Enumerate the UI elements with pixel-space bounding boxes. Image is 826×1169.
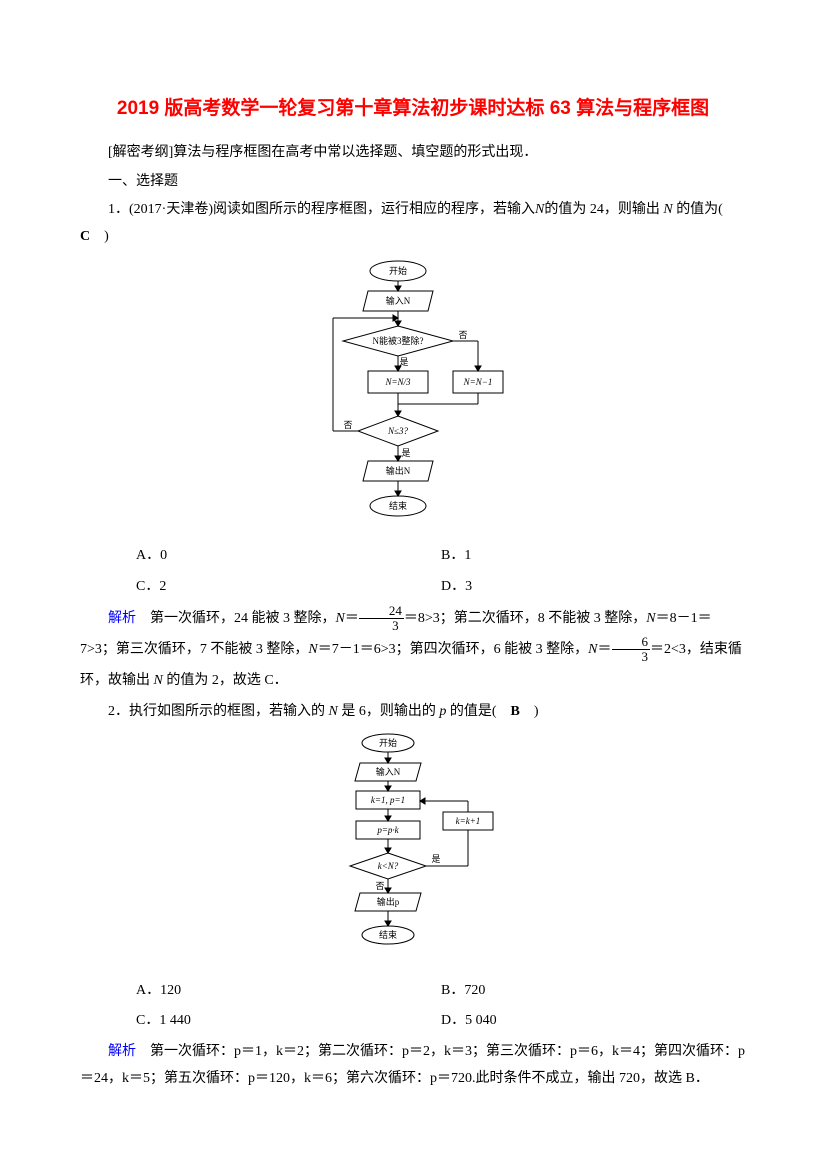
- svg-text:N≤3?: N≤3?: [387, 426, 408, 436]
- svg-text:否: 否: [458, 330, 467, 340]
- q1-options-row2: C．2 D．3: [80, 574, 746, 601]
- svg-text:N能被3整除?: N能被3整除?: [373, 335, 424, 346]
- q1-a4: ＝7－1＝6>3；第四次循环，6 能被 3 整除，: [318, 642, 588, 657]
- q2-analysis-text: 第一次循环：p＝1，k＝2；第二次循环：p＝2，k＝3；第三次循环：p＝6，k＝…: [80, 1044, 745, 1086]
- q1-stem-3: 的值为(: [676, 202, 737, 217]
- q2-stem-4: ): [520, 704, 539, 719]
- q2-analysis: 解析 第一次循环：p＝1，k＝2；第二次循环：p＝2，k＝3；第三次循环：p＝6…: [80, 1039, 746, 1092]
- analysis-label: 解析: [108, 611, 136, 626]
- svg-text:否: 否: [343, 420, 352, 430]
- svg-text:输入N: 输入N: [376, 766, 401, 777]
- svg-text:输出p: 输出p: [377, 896, 400, 907]
- svg-text:k<N?: k<N?: [378, 861, 399, 871]
- q1-stem-2: 的值为 24，则输出: [544, 202, 660, 217]
- var-N: N: [663, 202, 672, 217]
- q2-stem: 2．执行如图所示的框图，若输入的 N 是 6，则输出的 p 的值是( B ): [80, 699, 746, 726]
- doc-title: 2019 版高考数学一轮复习第十章算法初步课时达标 63 算法与程序框图: [80, 90, 746, 128]
- q2-flowchart: 开始 输入N k=1, p=1 p=p·k k<N? k=k+1 是 否 输出p…: [80, 731, 746, 972]
- svg-text:开始: 开始: [389, 265, 407, 276]
- svg-text:是: 是: [399, 357, 408, 367]
- frac-24-3: 243: [359, 604, 404, 634]
- svg-text:k=1, p=1: k=1, p=1: [371, 795, 405, 805]
- q1-analysis: 解析 第一次循环，24 能被 3 整除，N＝243＝8>3；第二次循环，8 不能…: [80, 604, 746, 696]
- var-N: N: [535, 202, 544, 217]
- svg-text:输入N: 输入N: [386, 295, 411, 306]
- flowchart-svg-2: 开始 输入N k=1, p=1 p=p·k k<N? k=k+1 是 否 输出p…: [308, 731, 518, 961]
- svg-text:结束: 结束: [379, 929, 397, 940]
- svg-text:结束: 结束: [389, 500, 407, 511]
- analysis-label: 解析: [108, 1044, 136, 1059]
- svg-text:否: 否: [375, 881, 384, 891]
- q1-opt-d: D．3: [441, 574, 746, 601]
- flowchart-svg: 开始 输入N N能被3整除? 是 否 N=N/3 N=N−1 N≤3? 否 是 …: [308, 256, 518, 526]
- svg-text:N=N−1: N=N−1: [463, 377, 493, 387]
- svg-text:是: 是: [431, 854, 440, 864]
- q1-a2: ＝8>3；第二次循环，8 不能被 3 整除，: [404, 611, 646, 626]
- q1-stem: 1．(2017·天津卷)阅读如图所示的程序框图，运行相应的程序，若输入N的值为 …: [80, 197, 746, 250]
- q2-opt-a: A．120: [80, 978, 441, 1005]
- intro-text: [解密考纲]算法与程序框图在高考中常以选择题、填空题的形式出现．: [80, 140, 746, 167]
- q2-options-row2: C．1 440 D．5 040: [80, 1008, 746, 1035]
- q1-stem-1: 1．(2017·天津卷)阅读如图所示的程序框图，运行相应的程序，若输入: [108, 202, 535, 217]
- svg-text:k=k+1: k=k+1: [456, 816, 481, 826]
- q1-stem-4: ): [90, 229, 109, 244]
- svg-text:开始: 开始: [379, 737, 397, 748]
- q1-answer: C: [80, 229, 90, 244]
- frac-6-3: 63: [612, 635, 651, 665]
- q2-stem-2: 是 6，则输出的: [341, 704, 436, 719]
- q2-stem-3: 的值是(: [450, 704, 511, 719]
- q2-opt-b: B．720: [441, 978, 746, 1005]
- q2-opt-d: D．5 040: [441, 1008, 746, 1035]
- q2-answer: B: [511, 704, 520, 719]
- q1-opt-b: B．1: [441, 543, 746, 570]
- section-heading: 一、选择题: [80, 169, 746, 196]
- svg-text:N=N/3: N=N/3: [384, 377, 411, 387]
- q2-stem-1: 2．执行如图所示的框图，若输入的: [108, 704, 325, 719]
- q2-opt-c: C．1 440: [80, 1008, 441, 1035]
- q1-a1: 第一次循环，24 能被 3 整除，: [136, 611, 336, 626]
- q1-opt-a: A．0: [80, 543, 441, 570]
- page-content: 2019 版高考数学一轮复习第十章算法初步课时达标 63 算法与程序框图 [解密…: [0, 0, 826, 1154]
- svg-text:是: 是: [401, 448, 410, 458]
- q1-opt-c: C．2: [80, 574, 441, 601]
- q1-a6: 的值为 2，故选 C．: [166, 673, 287, 688]
- q1-options-row1: A．0 B．1: [80, 543, 746, 570]
- svg-text:输出N: 输出N: [386, 465, 411, 476]
- q1-flowchart: 开始 输入N N能被3整除? 是 否 N=N/3 N=N−1 N≤3? 否 是 …: [80, 256, 746, 537]
- q2-options-row1: A．120 B．720: [80, 978, 746, 1005]
- svg-text:p=p·k: p=p·k: [376, 825, 399, 835]
